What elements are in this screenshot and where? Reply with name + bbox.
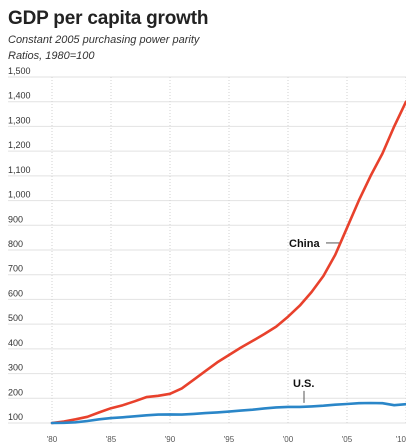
y-tick-label: 200 — [8, 387, 23, 397]
x-tick-label: '85 — [106, 435, 117, 444]
x-tick-label: '90 — [165, 435, 176, 444]
y-tick-label: 1,400 — [8, 91, 31, 101]
x-tick-label: '00 — [283, 435, 294, 444]
y-tick-label: 1,200 — [8, 140, 31, 150]
y-axis-label: Ratios, 1980=100 — [8, 50, 95, 62]
y-tick-label: 1,500 — [8, 66, 31, 76]
y-tick-label: 1,300 — [8, 115, 31, 125]
y-tick-label: 500 — [8, 313, 23, 323]
y-tick-label: 1,100 — [8, 165, 31, 175]
x-tick-label: '10 — [396, 435, 406, 444]
y-tick-label: 800 — [8, 239, 23, 249]
china-series-label: China — [289, 238, 320, 250]
y-tick-label: 400 — [8, 338, 23, 348]
chart-subtitle: Constant 2005 purchasing power parity — [8, 34, 200, 46]
us-series-label: U.S. — [293, 378, 314, 390]
series-line-china — [50, 100, 406, 425]
y-tick-label: 700 — [8, 264, 23, 274]
chart-title: GDP per capita growth — [8, 8, 209, 29]
y-tick-label: 600 — [8, 288, 23, 298]
y-tick-label: 300 — [8, 363, 23, 373]
y-tick-label: 900 — [8, 214, 23, 224]
y-tick-label: 100 — [8, 412, 23, 422]
x-tick-label: '80 — [47, 435, 58, 444]
x-tick-label: '95 — [224, 435, 235, 444]
y-tick-label: 1,000 — [8, 190, 31, 200]
x-tick-label: '05 — [342, 435, 353, 444]
series-line-us — [50, 401, 406, 425]
